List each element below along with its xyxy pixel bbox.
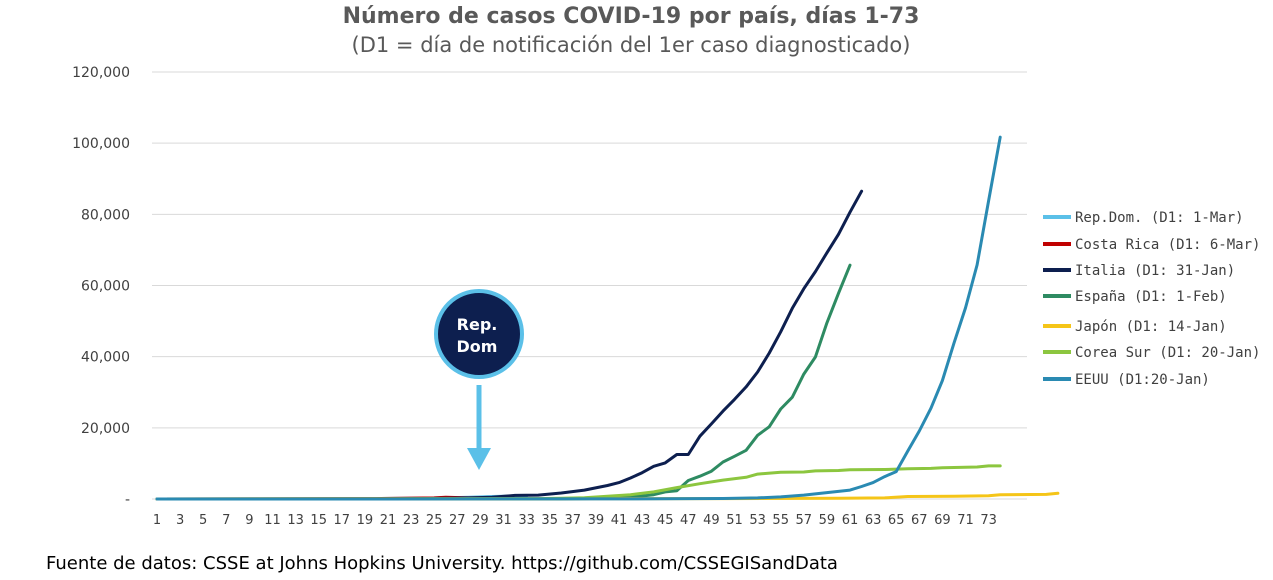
legend-label: Italia (D1: 31-Jan) xyxy=(1075,263,1235,279)
chart-title: Número de casos COVID-19 por país, días … xyxy=(343,4,920,29)
legend-label: España (D1: 1-Feb) xyxy=(1075,289,1227,305)
series-line-4 xyxy=(155,491,1060,501)
series-line-6 xyxy=(155,135,1002,501)
x-tick-label: 33 xyxy=(518,513,535,528)
x-tick-label: 23 xyxy=(403,513,420,528)
legend-label: Japón (D1: 14-Jan) xyxy=(1075,319,1227,335)
x-tick-label: 51 xyxy=(726,513,743,528)
y-tick-label: 60,000 xyxy=(81,279,130,295)
x-tick-label: 25 xyxy=(426,513,443,528)
x-tick-label: 39 xyxy=(588,513,605,528)
x-tick-label: 9 xyxy=(245,513,253,528)
x-tick-label: 71 xyxy=(957,513,974,528)
x-tick-label: 15 xyxy=(310,513,327,528)
series-line-5 xyxy=(155,464,1002,501)
series-line-2 xyxy=(155,189,864,501)
callout-bubble xyxy=(434,289,524,379)
x-tick-label: 67 xyxy=(911,513,928,528)
source-note: Fuente de datos: CSSE at Johns Hopkins U… xyxy=(46,553,838,574)
x-tick-label: 29 xyxy=(472,513,489,528)
series-line-3 xyxy=(155,263,852,501)
x-tick-label: 61 xyxy=(842,513,859,528)
callout-arrow-head xyxy=(467,448,491,470)
x-tick-label: 47 xyxy=(680,513,697,528)
callout-line-2: Dom xyxy=(457,337,498,356)
x-tick-label: 31 xyxy=(495,513,512,528)
x-tick-label: 37 xyxy=(565,513,582,528)
x-tick-label: 57 xyxy=(796,513,813,528)
x-tick-label: 69 xyxy=(934,513,951,528)
x-tick-label: 45 xyxy=(657,513,674,528)
x-tick-label: 21 xyxy=(380,513,397,528)
x-tick-label: 11 xyxy=(264,513,281,528)
x-tick-label: 49 xyxy=(703,513,720,528)
legend-label: Rep.Dom. (D1: 1-Mar) xyxy=(1075,210,1244,226)
chart-subtitle: (D1 = día de notificación del 1er caso d… xyxy=(352,33,911,57)
grid-lines xyxy=(152,71,1027,429)
x-tick-label: 59 xyxy=(819,513,836,528)
x-tick-label: 1 xyxy=(153,513,161,528)
y-tick-label: 80,000 xyxy=(81,207,130,223)
y-tick-label: 40,000 xyxy=(81,350,130,366)
legend-label: Costa Rica (D1: 6-Mar) xyxy=(1075,237,1260,253)
x-tick-label: 5 xyxy=(199,513,207,528)
series-lines xyxy=(155,135,1060,501)
y-axis-ticks: - 20,000 40,000 60,000 80,000 100,000 120,000 xyxy=(72,65,130,508)
x-tick-label: 63 xyxy=(865,513,882,528)
y-tick-label: - xyxy=(125,492,130,508)
x-tick-label: 43 xyxy=(634,513,651,528)
rep-dom-callout: Rep. Dom xyxy=(434,289,524,470)
x-tick-label: 13 xyxy=(287,513,304,528)
x-tick-label: 73 xyxy=(980,513,997,528)
legend-label: EEUU (D1:20-Jan) xyxy=(1075,372,1210,388)
x-tick-label: 65 xyxy=(888,513,905,528)
x-tick-label: 7 xyxy=(222,513,230,528)
x-tick-label: 35 xyxy=(541,513,558,528)
x-tick-label: 41 xyxy=(611,513,628,528)
x-tick-label: 53 xyxy=(749,513,766,528)
legend-label: Corea Sur (D1: 20-Jan) xyxy=(1075,345,1260,361)
x-axis-ticks: 1 3 5 7 9 11 13 15 17 19 21 23 25 27 29 31 33 35 37 39 41 43 4… xyxy=(153,513,997,528)
x-tick-label: 55 xyxy=(772,513,789,528)
x-tick-label: 19 xyxy=(357,513,374,528)
y-tick-label: 120,000 xyxy=(72,65,130,81)
x-tick-label: 3 xyxy=(176,513,184,528)
x-tick-label: 27 xyxy=(449,513,466,528)
y-tick-label: 100,000 xyxy=(72,136,130,152)
x-tick-label: 17 xyxy=(334,513,351,528)
y-tick-label: 20,000 xyxy=(81,421,130,437)
legend: Rep.Dom. (D1: 1-Mar) Costa Rica (D1: 6-Ma… xyxy=(1043,210,1260,388)
callout-line-1: Rep. xyxy=(457,315,498,334)
